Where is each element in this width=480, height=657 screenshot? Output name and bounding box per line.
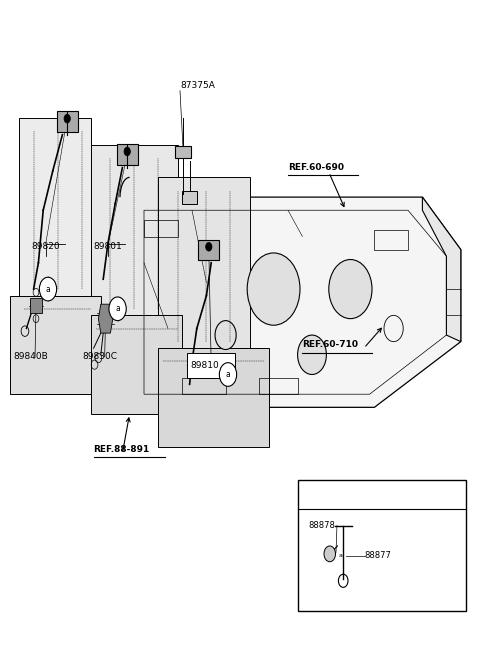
Text: 89820: 89820: [31, 242, 60, 251]
Bar: [144, 220, 178, 237]
Polygon shape: [91, 315, 182, 414]
Circle shape: [247, 253, 300, 325]
Bar: [374, 230, 408, 250]
Circle shape: [39, 277, 57, 301]
Circle shape: [324, 546, 336, 562]
Polygon shape: [30, 298, 42, 313]
Circle shape: [205, 242, 212, 251]
Text: a: a: [46, 284, 50, 294]
Text: a: a: [226, 370, 230, 379]
Text: 88877: 88877: [365, 551, 392, 560]
Polygon shape: [158, 177, 250, 348]
Circle shape: [329, 260, 372, 319]
Bar: [175, 146, 191, 158]
Text: a: a: [115, 304, 120, 313]
Text: REF.60-710: REF.60-710: [302, 340, 359, 350]
Text: 88878: 88878: [308, 521, 335, 530]
Bar: [198, 240, 219, 260]
Polygon shape: [422, 197, 461, 342]
Text: a: a: [339, 553, 343, 558]
Polygon shape: [19, 118, 91, 296]
Text: 87375A: 87375A: [180, 81, 215, 90]
Text: a: a: [309, 489, 313, 499]
Text: 89801: 89801: [94, 242, 122, 251]
Circle shape: [298, 335, 326, 374]
Circle shape: [124, 147, 131, 156]
Polygon shape: [158, 348, 269, 447]
Bar: [182, 378, 226, 394]
Circle shape: [302, 482, 320, 506]
Text: 89840B: 89840B: [13, 352, 48, 361]
Bar: [259, 378, 298, 394]
Circle shape: [109, 297, 126, 321]
Circle shape: [64, 114, 71, 123]
Text: 89810: 89810: [191, 361, 219, 370]
Bar: [298, 480, 466, 611]
Text: 89830C: 89830C: [83, 352, 118, 361]
Circle shape: [215, 321, 236, 350]
Polygon shape: [130, 197, 461, 407]
Bar: [117, 145, 138, 164]
Polygon shape: [98, 304, 113, 333]
Text: REF.88-891: REF.88-891: [94, 445, 150, 454]
Polygon shape: [10, 296, 101, 394]
Bar: [182, 191, 197, 204]
Bar: [187, 353, 235, 378]
Circle shape: [219, 363, 237, 386]
Polygon shape: [91, 145, 178, 315]
Text: REF.60-690: REF.60-690: [288, 163, 344, 172]
Bar: [57, 112, 78, 131]
